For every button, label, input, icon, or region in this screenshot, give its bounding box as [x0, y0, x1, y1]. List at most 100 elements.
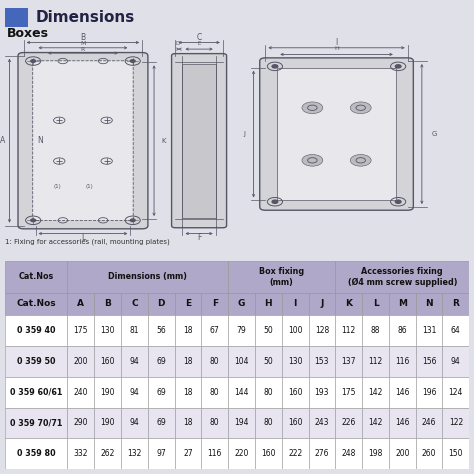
- Bar: [416, 408, 442, 438]
- Bar: [121, 438, 148, 469]
- Circle shape: [350, 102, 371, 114]
- Text: 116: 116: [208, 449, 222, 458]
- FancyBboxPatch shape: [18, 53, 148, 229]
- Text: 50: 50: [264, 357, 273, 366]
- Text: Accessories fixing
(Ø4 mm screw supplied): Accessories fixing (Ø4 mm screw supplied…: [347, 267, 457, 287]
- Text: 156: 156: [422, 357, 437, 366]
- Text: 94: 94: [129, 419, 139, 428]
- Bar: [255, 346, 282, 377]
- Bar: [442, 346, 469, 377]
- Text: 69: 69: [156, 388, 166, 397]
- Bar: [389, 346, 416, 377]
- Text: 260: 260: [422, 449, 437, 458]
- Text: 69: 69: [156, 357, 166, 366]
- Bar: [277, 68, 396, 201]
- Bar: [67, 315, 94, 346]
- Text: R: R: [81, 47, 85, 52]
- Bar: [5, 346, 67, 377]
- Text: 79: 79: [237, 326, 246, 335]
- Text: 0 359 50: 0 359 50: [17, 357, 55, 366]
- Text: 132: 132: [127, 449, 142, 458]
- Text: L: L: [81, 233, 85, 242]
- Circle shape: [350, 155, 371, 166]
- Bar: [94, 315, 121, 346]
- Text: 146: 146: [395, 419, 410, 428]
- Text: 97: 97: [156, 449, 166, 458]
- Text: 0 359 80: 0 359 80: [17, 449, 55, 458]
- Bar: [228, 377, 255, 408]
- Text: F: F: [197, 233, 201, 242]
- Bar: [201, 293, 228, 315]
- Text: F: F: [212, 300, 218, 309]
- Bar: [67, 293, 94, 315]
- Text: 175: 175: [341, 388, 356, 397]
- Text: H: H: [264, 300, 272, 309]
- Text: 246: 246: [422, 419, 437, 428]
- Text: 160: 160: [261, 449, 275, 458]
- Text: L: L: [373, 300, 378, 309]
- Bar: [255, 438, 282, 469]
- Text: 222: 222: [288, 449, 302, 458]
- Bar: [67, 261, 228, 293]
- Text: 0 359 40: 0 359 40: [17, 326, 55, 335]
- Bar: [255, 315, 282, 346]
- Bar: [309, 438, 335, 469]
- Bar: [309, 377, 335, 408]
- Circle shape: [272, 65, 278, 68]
- FancyBboxPatch shape: [172, 54, 227, 228]
- Bar: [335, 438, 362, 469]
- Text: 94: 94: [129, 357, 139, 366]
- Bar: [174, 438, 201, 469]
- Bar: [282, 346, 309, 377]
- Text: Dimensions (mm): Dimensions (mm): [109, 273, 187, 282]
- Circle shape: [130, 60, 135, 63]
- Text: 150: 150: [448, 449, 463, 458]
- Text: 80: 80: [264, 419, 273, 428]
- Text: 276: 276: [315, 449, 329, 458]
- Text: 240: 240: [73, 388, 88, 397]
- Circle shape: [31, 60, 36, 63]
- Bar: [5, 8, 28, 27]
- Bar: [442, 377, 469, 408]
- Bar: [148, 408, 174, 438]
- Bar: [121, 346, 148, 377]
- Text: 190: 190: [100, 388, 115, 397]
- Bar: [335, 261, 469, 293]
- Text: 200: 200: [73, 357, 88, 366]
- Bar: [94, 377, 121, 408]
- Text: 175: 175: [73, 326, 88, 335]
- Bar: [5, 293, 67, 315]
- Text: 243: 243: [315, 419, 329, 428]
- Text: 64: 64: [451, 326, 461, 335]
- Text: 81: 81: [130, 326, 139, 335]
- Text: I: I: [336, 38, 337, 47]
- Text: 18: 18: [183, 388, 193, 397]
- Bar: [148, 293, 174, 315]
- Bar: [389, 315, 416, 346]
- Bar: [148, 377, 174, 408]
- Text: 18: 18: [183, 326, 193, 335]
- Bar: [174, 408, 201, 438]
- Bar: [416, 377, 442, 408]
- Text: D: D: [157, 300, 165, 309]
- Bar: [362, 408, 389, 438]
- Text: 146: 146: [395, 388, 410, 397]
- Text: R: R: [452, 300, 459, 309]
- Bar: [201, 346, 228, 377]
- Text: 86: 86: [398, 326, 407, 335]
- Bar: [362, 293, 389, 315]
- Text: (1): (1): [85, 184, 93, 189]
- Bar: [94, 438, 121, 469]
- Bar: [67, 408, 94, 438]
- Bar: [228, 346, 255, 377]
- Text: B: B: [104, 300, 111, 309]
- Bar: [67, 346, 94, 377]
- Text: 18: 18: [183, 357, 193, 366]
- Bar: [5, 315, 67, 346]
- Bar: [362, 346, 389, 377]
- Text: 124: 124: [449, 388, 463, 397]
- Bar: [94, 408, 121, 438]
- Bar: [201, 408, 228, 438]
- Text: 142: 142: [368, 419, 383, 428]
- Text: 1: Fixing for accessories (rail, mounting plates): 1: Fixing for accessories (rail, mountin…: [5, 239, 170, 246]
